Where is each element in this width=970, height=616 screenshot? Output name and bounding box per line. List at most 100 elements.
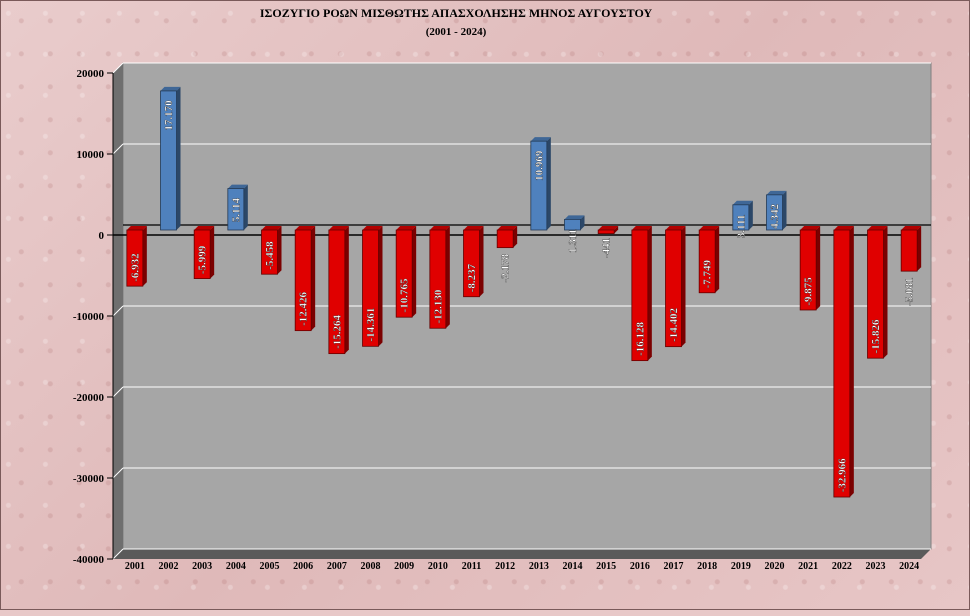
- bars: -6.932 17.170 -5.999 5.114 -5.458 -12.426 -15.…: [113, 86, 931, 498]
- bar: -32.966: [833, 226, 854, 498]
- bar-top: [429, 226, 450, 230]
- y-tick-label: -20000: [73, 392, 105, 404]
- y-tick-label: -10000: [73, 311, 105, 323]
- x-tick-label: 2015: [596, 561, 616, 572]
- bar: -10.765: [395, 226, 417, 318]
- bar: 17.170: [160, 86, 181, 231]
- bar-top: [867, 226, 888, 230]
- bar: 1.311: [564, 215, 585, 253]
- bar-front: [429, 229, 447, 329]
- x-tick-label: 2003: [192, 561, 212, 572]
- bar-data-label: -14.402: [668, 308, 680, 342]
- gridline-side: [112, 305, 124, 317]
- bar-front: [799, 229, 817, 311]
- bar-side: [412, 226, 417, 318]
- bar: -441: [597, 226, 619, 258]
- bar-data-label: -10.765: [399, 278, 411, 312]
- x-tick-label: 2004: [226, 561, 246, 572]
- bar-data-label: -9.875: [803, 277, 815, 306]
- bar-top: [901, 226, 922, 230]
- bar: -14.402: [665, 226, 686, 348]
- x-tick-label: 2002: [159, 561, 179, 572]
- bar-side: [344, 226, 349, 354]
- bar-data-label: 1.311: [567, 229, 579, 253]
- bar-side: [715, 226, 720, 293]
- bar-side: [580, 215, 585, 230]
- y-tick-label: 20000: [77, 68, 105, 80]
- bar-data-label: -32.966: [836, 458, 848, 492]
- plot-area: [112, 62, 932, 560]
- bar: -15.826: [867, 226, 888, 359]
- bar-top: [833, 226, 854, 230]
- bar: -8.237: [463, 226, 484, 298]
- bar-top: [328, 226, 349, 230]
- bar-data-label: -441: [601, 238, 613, 258]
- bar-top: [160, 86, 181, 91]
- bar-top: [497, 226, 518, 230]
- bar-front: [328, 229, 346, 355]
- bar-top: [631, 226, 652, 230]
- bar-front: [463, 229, 480, 298]
- bar: -7.749: [698, 226, 720, 294]
- x-tick-label: 2014: [563, 561, 583, 572]
- bar-side: [816, 226, 821, 310]
- bar-top: [194, 226, 215, 230]
- bar-side: [647, 226, 652, 361]
- bar-side: [311, 226, 316, 331]
- x-tick-label: 2013: [529, 561, 549, 572]
- y-tick-label: 10000: [77, 149, 105, 161]
- bar-front: [766, 194, 783, 231]
- x-tick-label: 2017: [664, 561, 684, 572]
- bar: -6.932: [126, 226, 147, 287]
- bar-data-label: -5.081: [904, 278, 916, 306]
- chart-subtitle: (2001 - 2024): [426, 26, 487, 38]
- bar: -15.264: [328, 226, 349, 355]
- bar-side: [513, 226, 518, 248]
- bar-front: [395, 229, 413, 318]
- bar-top: [530, 137, 551, 142]
- bar-front: [665, 229, 682, 348]
- plot-floor: [113, 549, 931, 559]
- bar-side: [142, 226, 147, 287]
- bar-top: [732, 200, 753, 205]
- bar-top: [362, 226, 383, 230]
- gridline-side: [112, 386, 124, 398]
- bar-top: [564, 215, 585, 220]
- bar-data-label: -15.826: [870, 319, 882, 353]
- bar: 10.969: [530, 137, 551, 231]
- x-tick-label: 2021: [798, 561, 818, 572]
- bar-data-label: 4.342: [769, 203, 781, 228]
- bar-front: [496, 229, 514, 249]
- bar-front: [631, 229, 649, 362]
- bar-top: [699, 226, 720, 230]
- bar-front: [227, 188, 245, 231]
- bar-side: [681, 226, 686, 347]
- gridline-side: [112, 548, 124, 560]
- bar-side: [748, 200, 753, 230]
- bar-top: [800, 226, 821, 230]
- x-tick-label: 2019: [731, 561, 751, 572]
- bar-data-label: 3.111: [735, 215, 747, 239]
- bar-side: [277, 226, 282, 275]
- bar-front: [160, 90, 177, 231]
- bar-front: [732, 204, 750, 231]
- bar-side: [546, 137, 551, 230]
- bar-front: [362, 229, 379, 347]
- x-tick-label: 2009: [394, 561, 414, 572]
- y-tick-label: 0: [99, 230, 105, 242]
- bar-side: [176, 86, 181, 230]
- bar-side: [210, 226, 215, 279]
- bar: 4.342: [766, 190, 787, 231]
- bar-data-label: -12.130: [432, 289, 444, 323]
- bar-data-label: -15.264: [331, 314, 343, 348]
- gridline-side: [112, 467, 124, 479]
- x-tick-label: 2020: [765, 561, 785, 572]
- bar-front: [294, 229, 312, 332]
- x-tick-label: 2018: [697, 561, 717, 572]
- bar-top: [261, 226, 282, 230]
- x-tick-label: 2005: [260, 561, 280, 572]
- bar-top: [227, 184, 248, 189]
- y-tick-label: -40000: [73, 554, 105, 566]
- y-axis: 20000 10000 0 -10000 -20000 -30000 -40000: [73, 68, 114, 566]
- bar: -5.081: [900, 226, 922, 306]
